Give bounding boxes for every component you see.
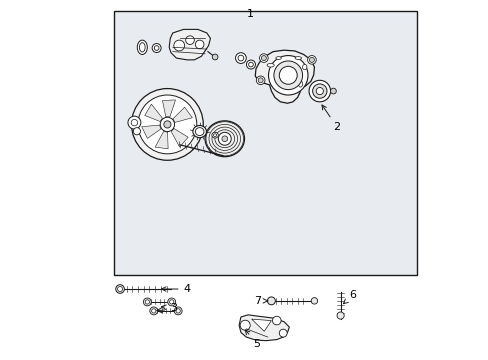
Polygon shape xyxy=(173,107,192,122)
Circle shape xyxy=(151,309,156,313)
Ellipse shape xyxy=(192,126,206,138)
Ellipse shape xyxy=(294,57,301,59)
Circle shape xyxy=(131,120,137,126)
Circle shape xyxy=(222,136,227,141)
Circle shape xyxy=(131,89,203,160)
Ellipse shape xyxy=(248,62,253,67)
Ellipse shape xyxy=(213,134,216,136)
Circle shape xyxy=(195,40,203,49)
Circle shape xyxy=(167,298,175,306)
Circle shape xyxy=(279,329,286,337)
Polygon shape xyxy=(144,104,162,122)
Circle shape xyxy=(218,132,231,145)
Ellipse shape xyxy=(266,63,274,67)
Circle shape xyxy=(169,300,174,304)
Polygon shape xyxy=(142,125,161,138)
Ellipse shape xyxy=(302,64,306,70)
Text: 7: 7 xyxy=(254,296,267,306)
Ellipse shape xyxy=(195,128,203,135)
Circle shape xyxy=(212,54,218,60)
Circle shape xyxy=(149,307,158,315)
Circle shape xyxy=(272,316,281,325)
Polygon shape xyxy=(255,50,314,103)
Ellipse shape xyxy=(298,81,302,87)
Polygon shape xyxy=(155,131,168,149)
Ellipse shape xyxy=(154,46,159,50)
Polygon shape xyxy=(239,315,289,341)
Ellipse shape xyxy=(211,132,218,138)
Text: 1: 1 xyxy=(246,9,253,19)
Circle shape xyxy=(268,55,307,95)
Circle shape xyxy=(316,87,323,95)
Circle shape xyxy=(133,128,140,135)
Polygon shape xyxy=(251,319,271,331)
Circle shape xyxy=(273,61,302,90)
Circle shape xyxy=(309,57,314,62)
Circle shape xyxy=(174,307,182,315)
Circle shape xyxy=(176,309,180,313)
Circle shape xyxy=(163,121,171,128)
Circle shape xyxy=(185,36,194,44)
Circle shape xyxy=(145,300,149,304)
Ellipse shape xyxy=(137,40,147,54)
Circle shape xyxy=(160,117,174,132)
Text: 4: 4 xyxy=(161,284,190,294)
Ellipse shape xyxy=(204,121,244,157)
Circle shape xyxy=(307,55,316,64)
Circle shape xyxy=(258,78,263,83)
Circle shape xyxy=(336,312,344,319)
Text: 3: 3 xyxy=(161,303,177,313)
Text: 5: 5 xyxy=(245,330,260,348)
Circle shape xyxy=(261,55,266,60)
Polygon shape xyxy=(171,129,188,147)
Text: 6: 6 xyxy=(343,291,355,304)
Bar xyxy=(113,12,416,275)
Circle shape xyxy=(128,116,141,129)
Circle shape xyxy=(116,285,124,293)
Circle shape xyxy=(279,66,297,84)
Ellipse shape xyxy=(152,44,161,53)
Circle shape xyxy=(259,54,267,62)
Circle shape xyxy=(267,297,275,305)
Circle shape xyxy=(308,80,330,102)
Circle shape xyxy=(143,298,151,306)
Ellipse shape xyxy=(139,42,145,52)
Polygon shape xyxy=(169,30,210,60)
Circle shape xyxy=(256,76,264,85)
Circle shape xyxy=(312,84,326,98)
Circle shape xyxy=(330,88,336,94)
Circle shape xyxy=(310,298,317,304)
Text: 2: 2 xyxy=(321,105,340,132)
Circle shape xyxy=(240,320,250,330)
Polygon shape xyxy=(162,100,175,117)
Circle shape xyxy=(138,95,196,154)
Ellipse shape xyxy=(246,60,255,69)
Ellipse shape xyxy=(275,57,281,59)
Ellipse shape xyxy=(238,55,244,61)
Circle shape xyxy=(174,40,184,51)
Circle shape xyxy=(117,287,122,292)
Ellipse shape xyxy=(235,53,246,63)
